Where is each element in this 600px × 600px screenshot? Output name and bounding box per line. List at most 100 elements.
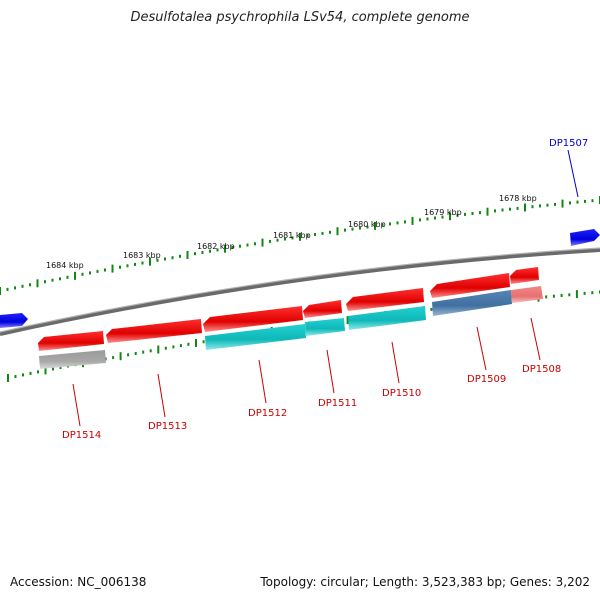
gene-label-dp1511[interactable]: DP1511 [318, 398, 357, 409]
reverse-genes [0, 229, 600, 328]
upper-track-minor-tick [576, 200, 579, 204]
upper-track-minor-tick [246, 243, 249, 247]
feature-bar-dp1510[interactable] [348, 306, 426, 330]
upper-track-major-tick [0, 287, 1, 295]
lower-track-minor-tick [568, 293, 571, 297]
upper-track-minor-tick [269, 239, 271, 243]
lower-track-minor-tick [14, 375, 17, 378]
gene-arrow-left-edge[interactable] [0, 313, 28, 328]
upper-track-minor-tick [569, 201, 571, 205]
upper-track-minor-tick [29, 283, 31, 287]
gene-label-dp1509[interactable]: DP1509 [467, 374, 506, 385]
gene-arrow-dp1510[interactable] [346, 288, 424, 311]
feature-bar-dp1509[interactable] [432, 290, 512, 316]
upper-track-minor-tick [426, 217, 429, 221]
map-title: Desulfotalea psychrophila LSv54, complet… [130, 10, 470, 25]
upper-track-minor-tick [419, 218, 421, 222]
gene-arrow-dp1508[interactable] [510, 267, 539, 284]
lower-track-minor-tick [127, 353, 130, 357]
feature-bar-dp1511[interactable] [305, 318, 345, 336]
scale-label-1682: 1682 kbp [197, 242, 235, 251]
scale-label-1684: 1684 kbp [46, 261, 84, 270]
annotation-features [39, 286, 543, 369]
upper-track-minor-tick [216, 248, 219, 252]
feature-bar-dp1514[interactable] [39, 350, 106, 369]
leader-dp1512 [258, 359, 267, 404]
lower-track-minor-tick [591, 291, 594, 295]
upper-track-minor-tick [179, 254, 181, 258]
gene-label-dp1507[interactable]: DP1507 [549, 138, 588, 149]
leader-dp1510 [391, 341, 400, 384]
upper-track-minor-tick [546, 203, 549, 207]
gene-arrow-dp1513[interactable] [106, 319, 202, 343]
upper-track-major-tick [186, 251, 189, 259]
upper-track-minor-tick [531, 205, 534, 209]
scale-labels: 1684 kbp 1683 kbp 1682 kbp 1681 kbp 1680… [46, 194, 537, 270]
lower-track-minor-tick [430, 307, 433, 311]
feature-bar-dp1512[interactable] [205, 324, 306, 350]
gene-arrow-dp1514[interactable] [38, 331, 104, 351]
gene-arrow-dp1509[interactable] [430, 273, 510, 298]
gene-arrow-dp1511[interactable] [303, 300, 342, 318]
upper-track-major-tick [36, 279, 39, 288]
lower-track-major-tick [195, 339, 197, 347]
upper-track-minor-tick [329, 230, 331, 234]
upper-track-major-tick [524, 203, 526, 212]
lower-track-minor-tick [187, 342, 190, 346]
upper-track-minor-tick [201, 251, 204, 254]
leader-dp1508 [530, 317, 541, 361]
gene-arrow-dp1507[interactable] [570, 229, 600, 246]
upper-track-minor-tick [89, 271, 91, 275]
upper-track-minor-tick [539, 204, 541, 208]
upper-track-minor-tick [104, 268, 106, 272]
upper-track-minor-tick [231, 245, 234, 249]
lower-track-minor-tick [29, 371, 32, 375]
feature-bar-dp1508[interactable] [511, 286, 543, 303]
upper-track-minor-tick [164, 257, 166, 261]
upper-track-minor-tick [494, 209, 496, 213]
lower-track-minor-tick [37, 370, 39, 374]
gene-arrow-dp1512[interactable] [203, 306, 303, 332]
upper-track-minor-tick [306, 234, 309, 238]
upper-track-minor-tick [96, 269, 99, 273]
upper-track-minor-tick [314, 233, 316, 236]
gene-label-dp1512[interactable]: DP1512 [248, 408, 287, 419]
upper-track-minor-tick [194, 252, 196, 256]
upper-track-minor-tick [239, 244, 241, 248]
upper-track-minor-tick [276, 238, 279, 242]
lower-track-major-tick [119, 352, 122, 361]
upper-track-minor-tick [81, 272, 84, 276]
lower-track-major-tick [346, 316, 349, 325]
upper-track-minor-tick [119, 265, 121, 269]
lower-track-minor-tick [172, 345, 175, 349]
upper-track-minor-tick [21, 284, 24, 288]
upper-track-minor-tick [321, 231, 324, 235]
upper-track-major-tick [374, 221, 376, 230]
upper-track-minor-tick [396, 221, 399, 225]
upper-track-minor-tick [359, 226, 361, 230]
genome-backbone-highlight [0, 247, 600, 333]
upper-track-minor-tick [434, 216, 436, 220]
gene-label-dp1510[interactable]: DP1510 [382, 388, 421, 399]
upper-track-minor-tick [404, 220, 406, 224]
upper-track-minor-tick [471, 212, 474, 215]
gene-label-dp1513[interactable]: DP1513 [148, 421, 187, 432]
lower-track-minor-tick [164, 346, 167, 350]
lower-track-minor-tick [22, 373, 24, 377]
lower-track-minor-tick [583, 291, 586, 295]
upper-track-major-tick [224, 244, 226, 253]
gene-label-dp1508[interactable]: DP1508 [522, 364, 561, 375]
lower-track-major-tick [575, 290, 578, 299]
lower-track-minor-tick [134, 352, 137, 355]
upper-track-major-tick [299, 232, 301, 241]
scale-label-1678: 1678 kbp [499, 194, 537, 203]
forward-genes [38, 267, 539, 351]
gene-label-dp1514[interactable]: DP1514 [62, 430, 101, 441]
upper-track-minor-tick [66, 275, 69, 279]
upper-track-minor-tick [126, 264, 129, 268]
leader-lines [72, 149, 579, 427]
lower-track-minor-tick [59, 366, 62, 369]
gene-labels: DP1507 DP1508 DP1509 DP1510 DP1511 DP151… [62, 138, 588, 441]
upper-track-minor-tick [479, 211, 481, 215]
upper-track-minor-tick [209, 249, 211, 253]
